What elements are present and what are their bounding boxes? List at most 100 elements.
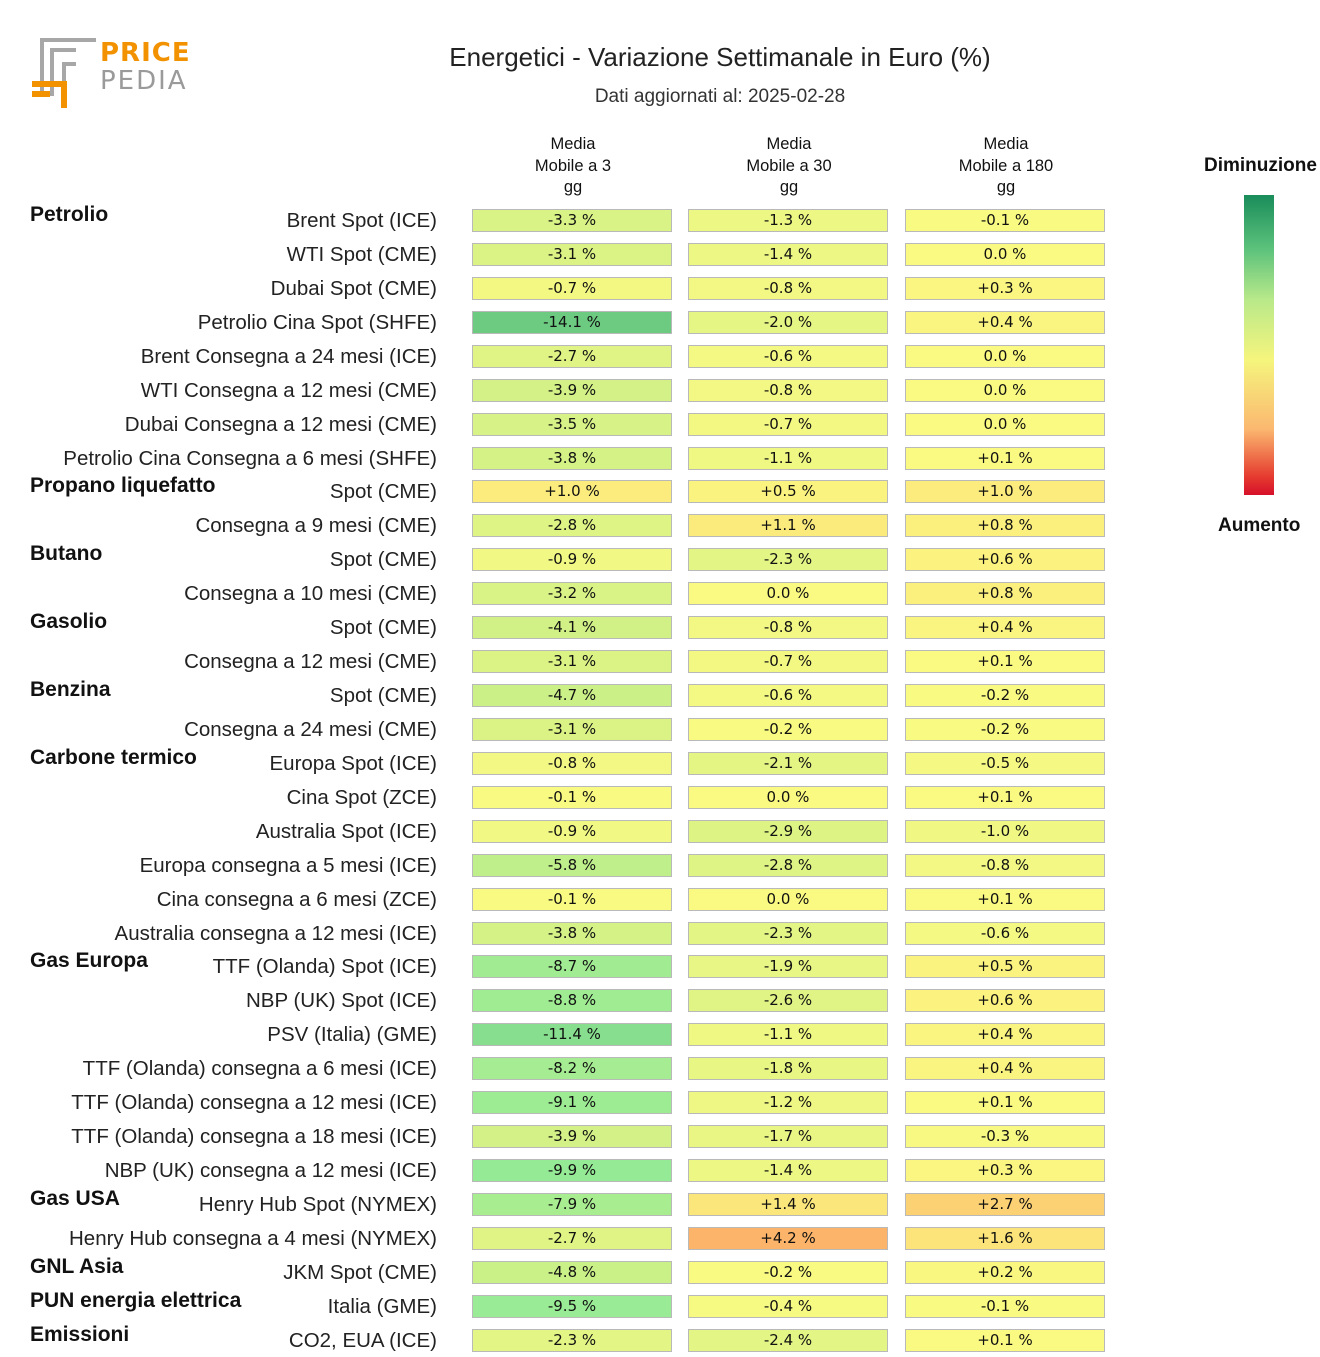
row-label: NBP (UK) consegna a 12 mesi (ICE)	[104, 1159, 437, 1183]
row-label: Consegna a 10 mesi (CME)	[184, 582, 437, 606]
row-label: Italia (GME)	[327, 1294, 437, 1318]
heatmap-cell: -0.7 %	[472, 276, 672, 300]
group-label: Benzina	[30, 678, 111, 702]
heatmap-cell: -1.7 %	[688, 1125, 888, 1149]
heatmap-cell: -0.9 %	[472, 548, 672, 572]
row-label: TTF (Olanda) consegna a 6 mesi (ICE)	[82, 1057, 437, 1081]
column-header-line: Media	[766, 135, 812, 153]
heatmap-cell: -2.3 %	[472, 1328, 672, 1352]
column-header-line: Mobile a 30	[746, 156, 832, 175]
group-label: GNL Asia	[30, 1254, 124, 1278]
heatmap-cell: +0.4 %	[905, 310, 1105, 334]
heatmap-cell: -0.7 %	[688, 650, 888, 674]
heatmap-cell: +0.2 %	[905, 1260, 1105, 1284]
heatmap-cell: -1.1 %	[688, 446, 888, 470]
heatmap-cell: 0.0 %	[905, 242, 1105, 266]
row-label: Cina Spot (ZCE)	[286, 785, 437, 809]
row-label: TTF (Olanda) consegna a 18 mesi (ICE)	[71, 1125, 437, 1149]
heatmap-cell: -1.8 %	[688, 1057, 888, 1081]
group-label: Propano liquefatto	[30, 474, 216, 498]
heatmap-cell: -0.2 %	[905, 717, 1105, 741]
heatmap-cell: -0.8 %	[688, 276, 888, 300]
row-label: Consegna a 12 mesi (CME)	[184, 650, 437, 674]
group-label: Emissioni	[30, 1322, 130, 1346]
heatmap-cell: +0.3 %	[905, 276, 1105, 300]
heatmap-cell: -3.8 %	[472, 446, 672, 470]
heatmap-cell: +2.7 %	[905, 1192, 1105, 1216]
heatmap-cell: -0.5 %	[905, 751, 1105, 775]
row-label: Brent Spot (ICE)	[286, 209, 437, 232]
heatmap-cell: -1.4 %	[688, 1159, 888, 1183]
heatmap-cell: -2.1 %	[688, 751, 888, 775]
color-scale-bar	[1244, 195, 1274, 495]
heatmap-cell: +0.6 %	[905, 989, 1105, 1013]
heatmap-cell: -3.3 %	[472, 209, 672, 232]
heatmap-cell: -2.7 %	[472, 344, 672, 368]
heatmap-cell: -2.3 %	[688, 921, 888, 945]
heatmap-cell: -4.1 %	[472, 616, 672, 640]
heatmap-cell: -3.5 %	[472, 412, 672, 436]
heatmap-cell: -2.6 %	[688, 989, 888, 1013]
row-label: Europa consegna a 5 mesi (ICE)	[139, 853, 437, 877]
column-header-line: gg	[996, 178, 1016, 196]
row-label: PSV (Italia) (GME)	[267, 1023, 437, 1047]
heatmap-cell: 0.0 %	[905, 344, 1105, 368]
heatmap-cell: -0.1 %	[472, 887, 672, 911]
logo-word-pedia: PEDIA	[100, 66, 188, 96]
column-header-line: Media	[550, 135, 596, 153]
heatmap-cell: +0.1 %	[905, 650, 1105, 674]
heatmap-cell: 0.0 %	[688, 785, 888, 809]
heatmap-cell: +1.0 %	[472, 480, 672, 504]
heatmap-cell: +0.1 %	[905, 446, 1105, 470]
heatmap-cell: +0.6 %	[905, 548, 1105, 572]
chart-subtitle: Dati aggiornati al: 2025-02-28	[594, 86, 846, 107]
heatmap-cell: -0.2 %	[688, 717, 888, 741]
heatmap-cell: -3.2 %	[472, 582, 672, 606]
heatmap-cell: -0.2 %	[905, 684, 1105, 708]
heatmap-cell: +0.1 %	[905, 1328, 1105, 1352]
heatmap-cell: 0.0 %	[688, 887, 888, 911]
row-label: Dubai Spot (CME)	[270, 276, 437, 300]
heatmap-cell: +1.1 %	[688, 514, 888, 538]
group-label: PUN energia elettrica	[30, 1288, 242, 1312]
heatmap-cell: -4.8 %	[472, 1260, 672, 1284]
heatmap-cell: -1.1 %	[688, 1023, 888, 1047]
group-label: Gas USA	[30, 1186, 120, 1210]
heatmap-cell: -2.9 %	[688, 819, 888, 843]
heatmap-cell: -7.9 %	[472, 1192, 672, 1216]
row-label: Consegna a 24 mesi (CME)	[184, 717, 437, 741]
heatmap-cell: -0.1 %	[472, 785, 672, 809]
heatmap-cell: -0.7 %	[688, 412, 888, 436]
row-label: WTI Spot (CME)	[286, 242, 437, 266]
row-label: Petrolio Cina Consegna a 6 mesi (SHFE)	[63, 446, 437, 470]
heatmap-cell: +0.4 %	[905, 1023, 1105, 1047]
heatmap-cell: +0.1 %	[905, 887, 1105, 911]
heatmap-cell: -0.8 %	[905, 853, 1105, 877]
row-label: Spot (CME)	[329, 548, 437, 572]
heatmap-cell: +1.0 %	[905, 480, 1105, 504]
heatmap-cell: -0.3 %	[905, 1125, 1105, 1149]
column-header-line: Mobile a 180	[958, 156, 1054, 175]
row-label: Petrolio Cina Spot (SHFE)	[197, 310, 437, 334]
heatmap-cell: +1.6 %	[905, 1226, 1105, 1250]
heatmap-cell: -0.1 %	[905, 1294, 1105, 1318]
legend-label-decrease: Diminuzione	[1204, 155, 1317, 176]
row-label: Dubai Consegna a 12 mesi (CME)	[124, 412, 437, 436]
heatmap-cell: -2.3 %	[688, 548, 888, 572]
heatmap-cell: +0.4 %	[905, 616, 1105, 640]
legend-label-increase: Aumento	[1218, 515, 1301, 536]
row-label: TTF (Olanda) consegna a 12 mesi (ICE)	[71, 1091, 437, 1115]
logo-mark-icon	[32, 38, 96, 108]
column-header-line: Media	[983, 135, 1029, 153]
chart-title: Energetici - Variazione Settimanale in E…	[449, 42, 991, 72]
heatmap-cell: +0.1 %	[905, 785, 1105, 809]
heatmap-cell: -11.4 %	[472, 1023, 672, 1047]
heatmap-cell: 0.0 %	[905, 378, 1105, 402]
heatmap-cell: -3.8 %	[472, 921, 672, 945]
heatmap-cell: -9.9 %	[472, 1159, 672, 1183]
heatmap-cell: -0.6 %	[905, 921, 1105, 945]
group-label: Gasolio	[30, 610, 108, 634]
row-label: CO2, EUA (ICE)	[288, 1328, 437, 1352]
column-header-1: Media Mobile a 3 gg	[472, 134, 674, 199]
heatmap-cell: +0.8 %	[905, 514, 1105, 538]
